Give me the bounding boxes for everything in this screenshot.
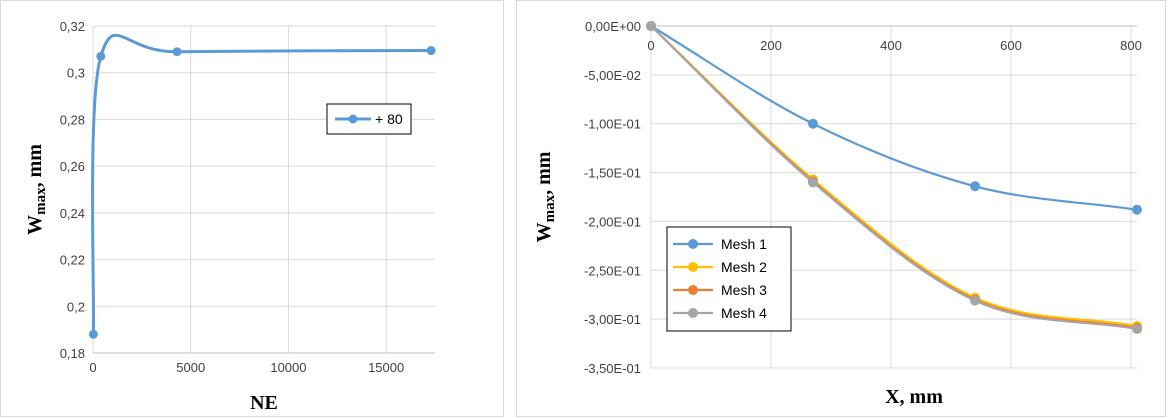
y-tick-label: 0,00E+00 (585, 19, 641, 34)
y-axis-title: Wmax, mm (533, 151, 558, 242)
data-point (88, 329, 98, 339)
x-axis-title: X, mm (885, 386, 943, 408)
data-point (172, 47, 182, 57)
data-point (646, 21, 656, 31)
x-tick-label: 5000 (176, 360, 205, 375)
data-point (96, 51, 106, 61)
legend-entry: + 80 (375, 111, 403, 127)
y-tick-label: 0,2 (67, 299, 85, 314)
y-tick-label: -3,50E-01 (584, 361, 641, 376)
chart-panel-x: 0,00E+00 -5,00E-02 -1,00E-01 -1,50E-01 -2,00… (516, 0, 1166, 417)
series-line (650, 25, 1138, 330)
y-tick-label: 0,18 (60, 346, 85, 361)
data-point (1132, 323, 1142, 334)
y-axis-title: Wmax, mm (24, 144, 49, 235)
legend-entry: Mesh 1 (721, 236, 767, 252)
y-tick-label: -1,50E-01 (584, 166, 641, 181)
legend-swatch-marker (688, 308, 698, 318)
legend-entry: Mesh 3 (721, 282, 767, 298)
x-tick-label: 600 (1000, 38, 1022, 53)
y-tick-label: 0,26 (60, 159, 85, 174)
y-tick-label: 0,22 (60, 253, 85, 268)
y-tick-label: -2,50E-01 (584, 263, 641, 278)
y-tick-label: -3,00E-01 (584, 312, 641, 327)
data-point (426, 46, 436, 56)
chart-ne-svg: 0,18 0,2 0,22 0,24 0,26 0,28 0,3 0,32 0 5000 10000… (24, 19, 436, 414)
chart-x-svg: 0,00E+00 -5,00E-02 -1,00E-01 -1,50E-01 -2,00… (533, 19, 1142, 408)
legend-swatch-marker (688, 262, 698, 272)
x-axis-title: NE (250, 392, 278, 414)
x-tick-label: 15000 (368, 360, 404, 375)
x-tick-label: 200 (760, 38, 782, 53)
data-point (970, 295, 980, 306)
legend-swatch-marker (348, 114, 358, 124)
series-line (650, 25, 1138, 211)
x-tick-label: 0 (89, 360, 96, 375)
y-tick-label: -1,00E-01 (584, 117, 641, 132)
legend-swatch-marker (688, 239, 698, 249)
legend-entry: Mesh 4 (721, 305, 767, 321)
legend-swatch-marker (688, 285, 698, 295)
x-tick-label: 0 (647, 38, 654, 53)
x-tick-label: 400 (880, 38, 902, 53)
data-point (808, 177, 818, 188)
data-point (970, 181, 980, 192)
data-point (1132, 204, 1142, 215)
series-line (91, 33, 433, 336)
legend-entry: Mesh 2 (721, 259, 767, 275)
chart-panel-ne: 0,18 0,2 0,22 0,24 0,26 0,28 0,3 0,32 0 5000 10000… (0, 0, 504, 417)
y-tick-label: 0,3 (67, 66, 85, 81)
y-tick-label: 0,28 (60, 112, 85, 127)
x-tick-label: 10000 (270, 360, 306, 375)
x-tick-label: 800 (1120, 38, 1142, 53)
y-tick-label: 0,24 (60, 206, 85, 221)
y-tick-label: 0,32 (60, 19, 85, 34)
y-tick-label: -5,00E-02 (584, 68, 641, 83)
y-tick-label: -2,00E-01 (584, 214, 641, 229)
data-point (808, 118, 818, 129)
